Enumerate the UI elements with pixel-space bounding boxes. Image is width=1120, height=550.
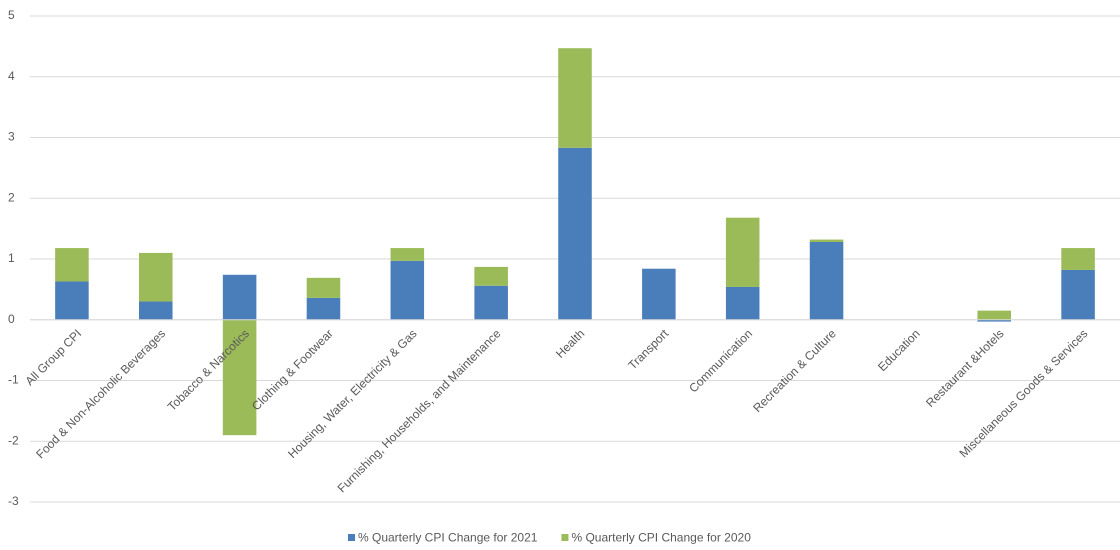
y-tick-label: -3 [8, 494, 19, 508]
bar [390, 260, 425, 320]
legend-label: % Quarterly CPI Change for 2021 [358, 531, 538, 545]
y-tick-label: 2 [8, 190, 15, 204]
legend-swatch [561, 534, 569, 541]
x-tick-label: Communication [686, 326, 755, 395]
bar [725, 217, 760, 287]
bar [306, 297, 341, 320]
x-tick-label: Restaurant &Hotels [923, 326, 1006, 409]
y-tick-label: 1 [8, 251, 15, 265]
bar [1061, 248, 1095, 270]
x-tick-label: Health [553, 326, 587, 360]
bar [725, 286, 760, 320]
bar [139, 252, 173, 302]
y-tick-label: -2 [8, 433, 19, 447]
y-tick-label: 3 [8, 130, 15, 144]
x-tick-label: Recreation & Culture [750, 326, 839, 415]
bar [558, 147, 592, 320]
legend-label: % Quarterly CPI Change for 2020 [571, 531, 751, 545]
bar [977, 310, 1011, 320]
bar [642, 268, 676, 320]
x-tick-label: All Group CPI [23, 326, 85, 388]
bar [55, 281, 89, 320]
bar [55, 248, 89, 282]
bar [474, 285, 508, 320]
bar [809, 239, 844, 242]
bar [222, 274, 257, 320]
bar [306, 277, 341, 298]
bar [139, 301, 173, 320]
legend-swatch [348, 534, 355, 541]
y-tick-label: 0 [8, 312, 15, 326]
bar [474, 266, 508, 286]
bar [1061, 269, 1095, 320]
bar [809, 241, 844, 320]
y-tick-label: -1 [8, 373, 19, 387]
bar [558, 48, 592, 148]
x-tick-label: Transport [625, 326, 671, 372]
y-tick-label: 4 [8, 69, 15, 83]
x-tick-label: Education [875, 326, 923, 374]
x-tick-label: Clothing & Footwear [249, 326, 336, 413]
bar [390, 248, 425, 261]
y-tick-label: 5 [8, 8, 15, 22]
bar [222, 319, 257, 436]
bar [977, 319, 1011, 322]
x-tick-label: Furnishing, Households, and Maintenance [335, 326, 504, 495]
